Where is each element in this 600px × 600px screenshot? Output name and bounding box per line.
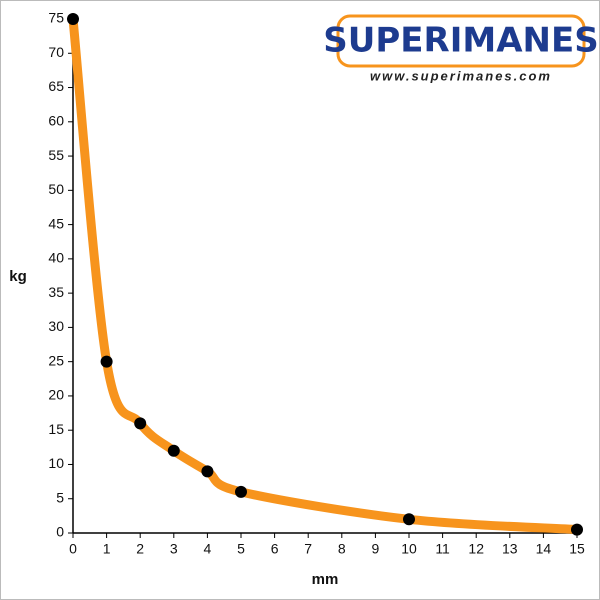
y-tick-label: 60 xyxy=(48,113,64,129)
x-tick-label: 1 xyxy=(103,541,111,557)
y-tick-label: 65 xyxy=(48,78,64,94)
x-tick-label: 0 xyxy=(69,541,77,557)
x-tick-label: 6 xyxy=(271,541,279,557)
y-tick-label: 10 xyxy=(48,455,64,471)
y-tick-label: 75 xyxy=(48,10,64,26)
y-axis-title: kg xyxy=(9,268,27,285)
point xyxy=(100,355,113,368)
y-tick-label: 0 xyxy=(56,524,64,540)
x-tick-label: 12 xyxy=(468,541,484,557)
y-tick-label: 30 xyxy=(48,318,64,334)
logo-text: SUPERIMANES xyxy=(323,21,598,61)
point xyxy=(235,485,247,498)
point xyxy=(403,513,415,526)
x-tick-label: 8 xyxy=(338,541,346,557)
point xyxy=(167,444,180,457)
x-tick-label: 2 xyxy=(136,541,144,557)
y-tick-label: 35 xyxy=(48,284,64,300)
y-tick-label: 5 xyxy=(56,489,64,505)
x-tick-label: 13 xyxy=(502,541,518,557)
x-tick-label: 3 xyxy=(170,541,178,557)
y-tick-label: 45 xyxy=(48,215,64,231)
point xyxy=(67,13,79,25)
x-tick-label: 4 xyxy=(204,541,212,557)
x-tick-label: 11 xyxy=(435,541,450,557)
x-tick-label: 14 xyxy=(536,541,552,557)
point xyxy=(201,465,214,478)
x-tick-label: 7 xyxy=(304,541,312,557)
y-tick-label: 40 xyxy=(48,250,64,266)
x-tick-label: 9 xyxy=(372,541,380,557)
x-tick-label: 10 xyxy=(401,541,417,557)
x-tick-label: 15 xyxy=(569,541,585,557)
point xyxy=(134,417,147,430)
y-tick-label: 50 xyxy=(48,181,64,197)
y-tick-label: 20 xyxy=(48,387,64,403)
point xyxy=(571,523,583,536)
y-tick-label: 25 xyxy=(48,352,64,368)
y-tick-label: 55 xyxy=(48,147,64,163)
logo: SUPERIMANES www.superimanes.com xyxy=(323,14,599,83)
x-tick-label: 5 xyxy=(237,541,245,557)
y-tick-label: 15 xyxy=(48,421,64,437)
logo-url: www.superimanes.com xyxy=(370,68,552,83)
logo-box xyxy=(336,14,586,68)
x-axis-title: mm xyxy=(312,571,339,588)
y-tick-label: 70 xyxy=(48,44,64,60)
